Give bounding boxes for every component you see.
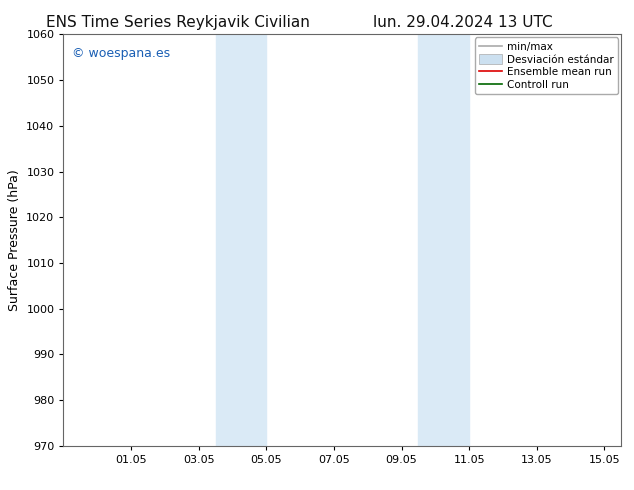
Text: ENS Time Series Reykjavik Civilian: ENS Time Series Reykjavik Civilian	[46, 15, 309, 30]
Bar	[418, 34, 469, 446]
Bar	[216, 34, 266, 446]
Text: lun. 29.04.2024 13 UTC: lun. 29.04.2024 13 UTC	[373, 15, 553, 30]
Legend: min/max, Desviación estándar, Ensemble mean run, Controll run: min/max, Desviación estándar, Ensemble m…	[475, 37, 618, 95]
Y-axis label: Surface Pressure (hPa): Surface Pressure (hPa)	[8, 169, 21, 311]
Text: © woespana.es: © woespana.es	[72, 47, 170, 60]
